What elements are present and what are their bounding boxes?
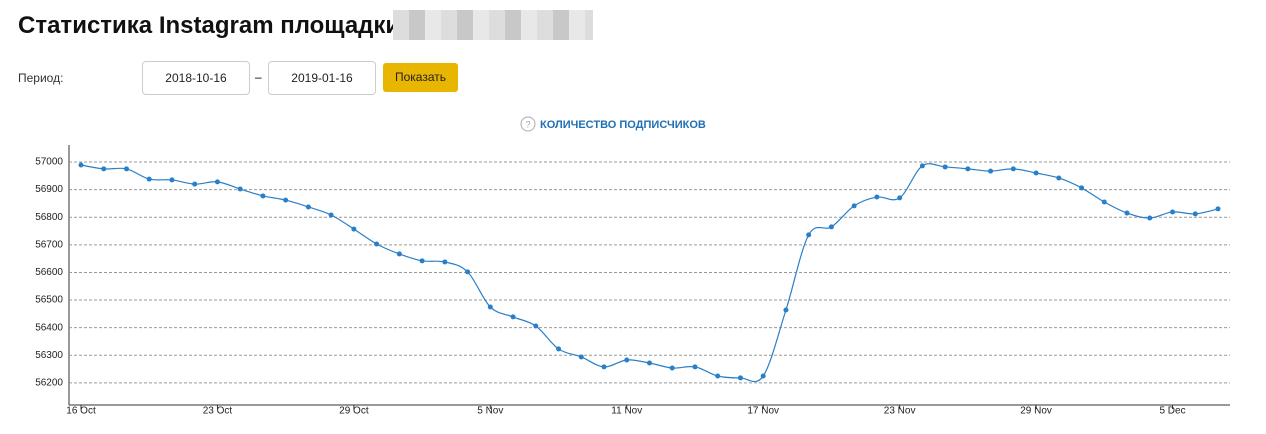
point [578,354,584,360]
point [1079,185,1085,191]
point [1192,211,1198,217]
point [988,168,994,174]
separator: – [255,70,262,84]
point [419,258,425,264]
point [237,186,243,192]
y-tick-label: 56400 [35,322,63,333]
point [1147,215,1153,221]
point [1010,166,1016,172]
show-button[interactable]: Показать [383,63,458,92]
point [533,323,539,329]
point [965,166,971,172]
x-tick-label: 29 Nov [1020,406,1052,417]
point [396,251,402,257]
point [351,226,357,232]
point [897,195,903,201]
x-tick-label: 11 Nov [611,406,642,417]
point [737,375,743,381]
point [783,307,789,313]
point [487,304,493,310]
point [169,177,175,183]
x-tick-label: 23 Oct [203,406,233,417]
point [78,162,84,168]
point [851,203,857,209]
point [283,197,289,203]
y-tick-label: 57000 [35,157,63,168]
date-to[interactable]: 2019-01-16 [268,61,376,95]
y-tick-label: 56800 [35,212,63,223]
point [510,314,516,320]
point [692,364,698,370]
y-tick-label: 56900 [35,184,63,195]
point [624,357,630,363]
point [1124,210,1130,216]
point [828,224,834,230]
point [214,179,220,185]
y-tick-label: 56600 [35,267,63,278]
point [192,181,198,187]
period-label: Период: [18,71,64,85]
point [647,360,652,366]
help-icon[interactable] [520,116,536,132]
chart-title: КОЛИЧЕСТВО ПОДПИСЧИКОВ [540,119,706,131]
point [601,364,607,370]
x-tick-label: 16 Oct [66,406,96,417]
x-tick-label: 29 Oct [339,406,369,417]
y-tick-label: 56200 [35,378,63,389]
point [760,373,766,379]
point [669,365,675,371]
point [146,176,152,182]
point [328,212,334,218]
point [1101,199,1107,205]
point [715,373,721,379]
point [556,346,562,352]
date-from[interactable]: 2018-10-16 [142,61,250,95]
point [1215,206,1221,212]
point [919,163,925,169]
point [1170,209,1176,215]
x-tick-label: 23 Nov [884,406,916,417]
x-tick-label: 17 Nov [747,406,779,417]
y-tick-label: 56500 [35,295,63,306]
point [123,166,129,172]
y-tick-label: 56700 [35,239,63,250]
point [442,259,448,265]
blurred-username [393,10,593,40]
y-tick-label: 56300 [35,350,63,361]
point [101,166,107,172]
point [1033,170,1039,176]
page-title: Статистика Instagram площадки @ [18,12,431,39]
point [806,232,812,238]
point [874,194,880,200]
point [942,164,948,170]
x-tick-label: 5 Nov [477,406,503,417]
help-icon-mark: ? [525,119,530,129]
point [305,204,311,210]
point [1056,175,1062,181]
point [374,241,380,247]
point [465,269,471,275]
point [260,193,266,199]
x-tick-label: 5 Dec [1159,406,1185,417]
